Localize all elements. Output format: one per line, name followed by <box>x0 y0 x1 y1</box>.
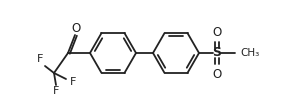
Text: F: F <box>37 54 43 64</box>
Text: O: O <box>72 22 81 34</box>
Text: O: O <box>212 26 222 38</box>
Text: F: F <box>70 77 76 87</box>
Text: F: F <box>53 86 59 96</box>
Text: CH₃: CH₃ <box>240 48 259 58</box>
Text: S: S <box>212 47 221 59</box>
Text: O: O <box>212 68 222 80</box>
